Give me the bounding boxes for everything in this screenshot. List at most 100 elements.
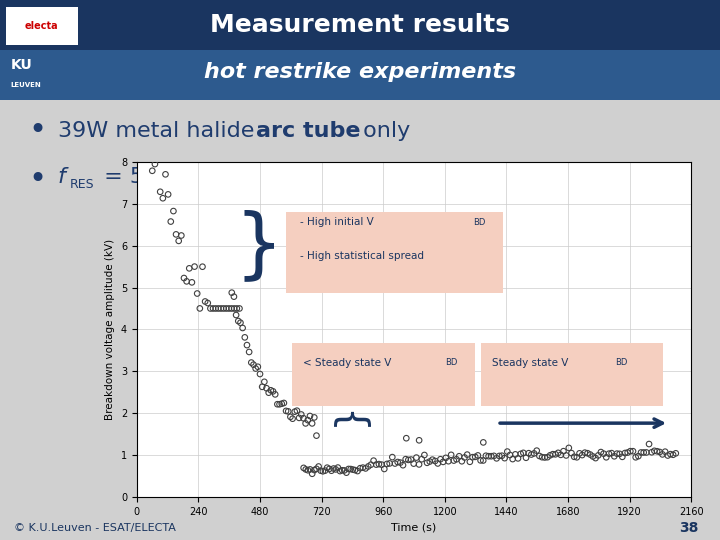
Point — [400, 434, 412, 443]
Point — [328, 464, 339, 473]
Point — [451, 455, 462, 463]
Point — [555, 450, 567, 459]
Point — [387, 453, 398, 462]
Point — [448, 456, 459, 465]
Point — [654, 448, 665, 456]
Point — [574, 449, 585, 458]
Point — [566, 449, 577, 457]
Point — [528, 449, 540, 458]
Point — [186, 278, 198, 287]
Text: KU: KU — [10, 58, 32, 72]
Point — [347, 465, 359, 474]
Point — [649, 447, 660, 455]
Point — [493, 451, 505, 460]
Point — [413, 460, 425, 469]
Point — [341, 468, 352, 477]
Text: {: { — [328, 410, 366, 435]
Point — [365, 461, 377, 469]
Point — [228, 292, 240, 301]
Point — [325, 467, 337, 475]
Point — [534, 451, 545, 460]
Point — [627, 447, 639, 456]
Point — [321, 463, 333, 472]
Point — [215, 304, 227, 313]
Point — [568, 453, 580, 461]
Text: only: only — [356, 121, 410, 141]
Point — [163, 190, 174, 199]
Text: < Steady state V: < Steady state V — [303, 358, 392, 368]
Text: f: f — [58, 167, 66, 187]
Point — [483, 452, 495, 461]
Point — [521, 454, 532, 462]
Point — [155, 187, 166, 196]
Point — [309, 413, 320, 422]
Point — [204, 304, 216, 313]
Point — [189, 262, 200, 271]
Point — [456, 457, 467, 465]
Text: 39W metal halide: 39W metal halide — [58, 121, 261, 141]
Point — [165, 217, 176, 226]
Point — [307, 419, 318, 428]
Point — [293, 414, 305, 422]
Point — [652, 447, 663, 456]
Point — [643, 440, 654, 448]
Point — [395, 458, 406, 467]
Point — [173, 237, 184, 245]
Point — [502, 447, 513, 456]
Point — [197, 262, 208, 271]
Point — [261, 384, 272, 393]
Text: Steady state V: Steady state V — [492, 358, 568, 368]
Point — [226, 288, 238, 297]
Point — [646, 448, 657, 457]
Point — [633, 452, 644, 461]
Point — [549, 450, 561, 458]
Point — [298, 463, 310, 472]
Point — [302, 416, 313, 424]
Point — [454, 452, 465, 461]
Point — [300, 419, 311, 428]
Point — [662, 451, 673, 460]
Text: BD: BD — [473, 218, 485, 227]
Point — [477, 438, 489, 447]
Point — [295, 410, 307, 419]
Point — [265, 386, 276, 395]
Point — [608, 452, 620, 461]
Point — [287, 414, 298, 423]
Point — [485, 452, 497, 461]
Point — [354, 464, 366, 472]
Point — [307, 469, 318, 478]
Point — [523, 449, 534, 457]
Point — [427, 455, 438, 464]
Point — [552, 449, 564, 457]
Point — [504, 451, 516, 460]
Point — [371, 460, 382, 469]
Point — [595, 448, 607, 456]
Point — [598, 449, 609, 458]
Point — [336, 466, 348, 475]
Point — [252, 362, 264, 371]
Point — [231, 304, 243, 313]
Text: LEUVEN: LEUVEN — [10, 82, 41, 88]
FancyBboxPatch shape — [0, 0, 720, 50]
Point — [311, 464, 323, 473]
Point — [464, 457, 476, 466]
Point — [571, 453, 582, 462]
Point — [254, 370, 266, 379]
Point — [223, 304, 235, 313]
Text: •: • — [29, 116, 47, 145]
Point — [212, 304, 224, 313]
Point — [474, 456, 486, 465]
Point — [362, 462, 374, 471]
Point — [657, 450, 668, 458]
Point — [152, 152, 163, 160]
Point — [381, 460, 392, 468]
Point — [349, 466, 361, 475]
Point — [600, 453, 612, 462]
Point — [235, 319, 246, 327]
Point — [233, 317, 244, 326]
Point — [334, 467, 346, 475]
Text: }: } — [235, 208, 283, 283]
Point — [547, 450, 559, 458]
Text: BD: BD — [445, 359, 457, 367]
Point — [635, 448, 647, 457]
